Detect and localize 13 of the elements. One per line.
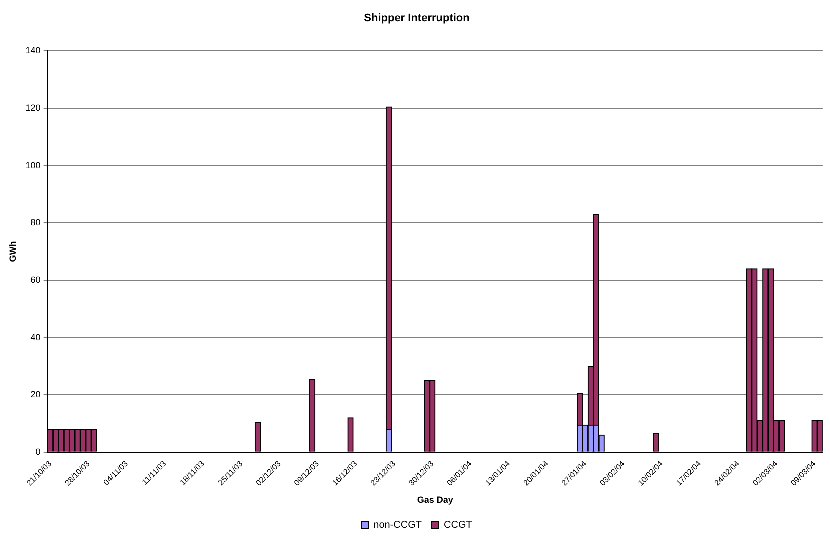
y-axis-title: GWh <box>8 241 18 262</box>
legend-label: non-CCGT <box>374 520 422 531</box>
y-tick-label: 120 <box>26 103 41 113</box>
y-tick-label: 20 <box>30 390 41 400</box>
y-tick-label: 40 <box>30 332 41 342</box>
y-tick-label: 80 <box>30 218 41 228</box>
x-axis-title: Gas Day <box>417 495 454 506</box>
chart-title: Shipper Interruption <box>364 12 470 25</box>
y-tick-label: 100 <box>26 160 41 170</box>
y-tick-label: 60 <box>30 274 41 285</box>
legend-label: CCGT <box>444 520 472 531</box>
y-tick-label: 0 <box>36 446 41 457</box>
y-tick-label: 140 <box>26 46 41 56</box>
